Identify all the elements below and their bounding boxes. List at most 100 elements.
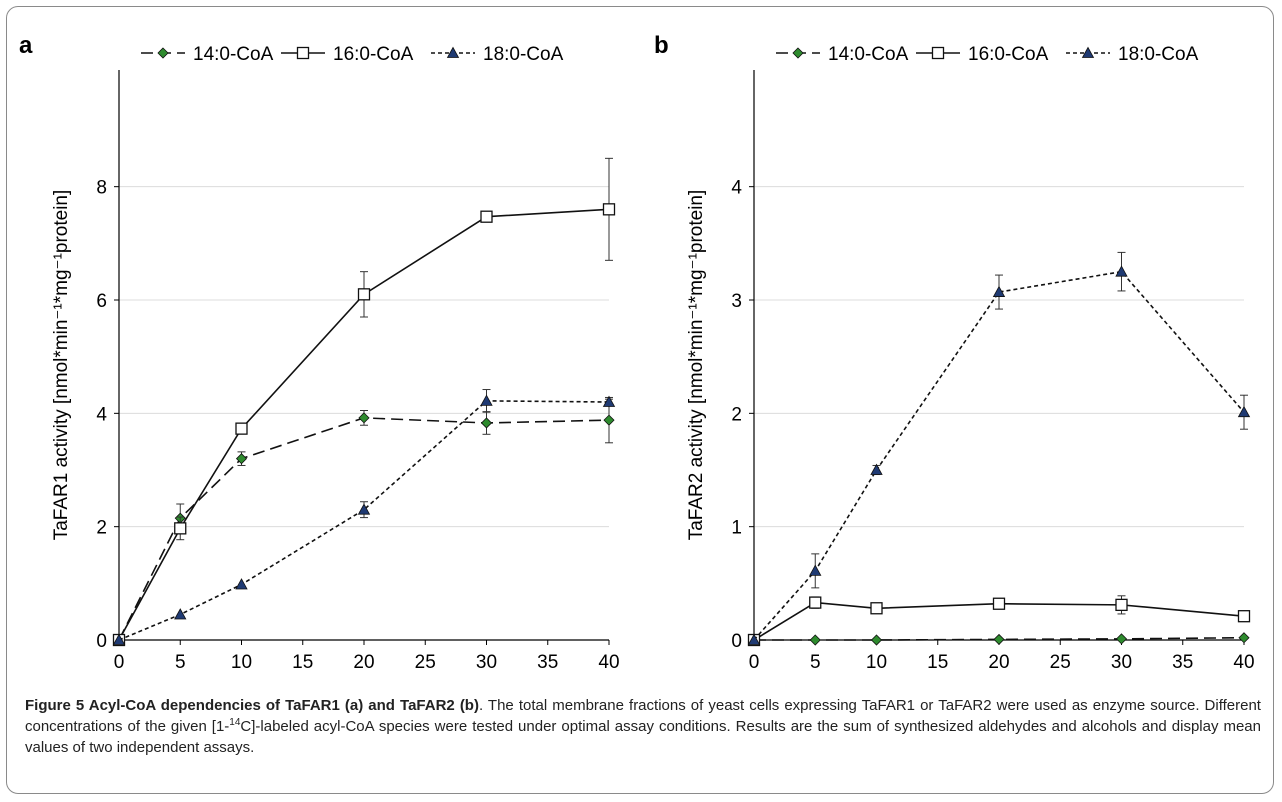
legend-entry: 14:0-CoA [141, 44, 274, 65]
data-point [235, 453, 248, 465]
series-line [753, 270, 1245, 641]
x-tick-label: 5 [175, 652, 186, 673]
data-point [174, 608, 187, 620]
x-tick-label: 25 [415, 652, 436, 673]
x-tick-label: 40 [598, 652, 619, 673]
legend-marker [296, 46, 310, 60]
legend-marker [1081, 46, 1095, 58]
y-tick-label: 0 [731, 631, 742, 652]
panel-label-b: b [654, 32, 669, 59]
data-point [174, 522, 187, 535]
legend-entry: 16:0-CoA [916, 44, 1049, 65]
legend-label: 14:0-CoA [193, 44, 274, 65]
y-tick-label: 4 [731, 178, 742, 199]
y-tick-label: 2 [96, 518, 107, 539]
data-point [112, 633, 126, 645]
y-tick-label: 0 [96, 631, 107, 652]
y-axis-label: TaFAR2 activity [nmol*min⁻¹*mg⁻¹protein] [686, 190, 707, 541]
series-18:0-CoA [747, 251, 1251, 645]
series-line [118, 417, 610, 641]
y-tick-label: 6 [96, 291, 107, 312]
data-point [870, 463, 883, 475]
data-point [358, 412, 370, 424]
x-tick-label: 25 [1050, 652, 1071, 673]
data-point [992, 285, 1006, 297]
y-tick-label: 4 [96, 404, 107, 425]
x-tick-label: 15 [292, 652, 313, 673]
series-18:0-CoA [112, 389, 616, 645]
data-point [1238, 632, 1250, 644]
series-line [754, 636, 1245, 641]
series-14:0-CoA [113, 396, 615, 646]
data-point [809, 634, 821, 646]
data-point [602, 395, 616, 407]
data-point [235, 578, 248, 590]
figure-caption: Figure 5 Acyl-CoA dependencies of TaFAR1… [25, 695, 1261, 758]
x-tick-label: 30 [476, 652, 497, 673]
data-point [1115, 265, 1128, 277]
panel-label-a: a [19, 32, 33, 59]
x-tick-label: 10 [231, 652, 252, 673]
legend-entry: 16:0-CoA [281, 44, 414, 65]
y-tick-label: 1 [731, 518, 742, 539]
x-tick-label: 0 [749, 652, 760, 673]
data-point [1237, 405, 1251, 418]
y-tick-label: 8 [96, 178, 107, 199]
data-point [993, 633, 1005, 645]
x-tick-label: 35 [1172, 652, 1193, 673]
legend-marker [792, 47, 804, 59]
chart-panel-a: a051015202530354002468acyl-CoA [μM]TaFAR… [19, 32, 620, 673]
series-14:0-CoA [748, 632, 1250, 646]
series-line [118, 400, 610, 641]
data-point [357, 288, 371, 301]
y-tick-label: 3 [731, 291, 742, 312]
data-point [235, 422, 248, 435]
figure-frame: a051015202530354002468acyl-CoA [μM]TaFAR… [6, 6, 1274, 794]
legend-label: 16:0-CoA [968, 44, 1049, 65]
caption-text-2: C]-labeled acyl-CoA species were tested … [25, 718, 1261, 756]
legend-label: 16:0-CoA [333, 44, 414, 65]
x-tick-label: 20 [988, 652, 1009, 673]
y-axis-label: TaFAR1 activity [nmol*min⁻¹*mg⁻¹protein] [51, 190, 72, 541]
caption-superscript: 14 [229, 717, 241, 728]
series-line [118, 208, 610, 641]
legend-marker [446, 46, 460, 58]
data-point [603, 414, 615, 426]
x-tick-label: 5 [810, 652, 821, 673]
x-tick-label: 40 [1233, 652, 1254, 673]
legend-entry: 18:0-CoA [1066, 44, 1199, 65]
x-tick-label: 15 [927, 652, 948, 673]
data-point [480, 394, 493, 406]
legend-marker [931, 46, 945, 60]
y-tick-label: 2 [731, 404, 742, 425]
data-point [602, 203, 616, 216]
legend-entry: 18:0-CoA [431, 44, 564, 65]
x-tick-label: 35 [537, 652, 558, 673]
data-point [809, 564, 822, 576]
data-point [870, 634, 883, 646]
data-point [357, 503, 371, 515]
data-point [1115, 633, 1128, 645]
data-point [870, 602, 883, 615]
data-point [1115, 598, 1128, 612]
legend-label: 14:0-CoA [828, 44, 909, 65]
series-line [753, 601, 1245, 641]
data-point [809, 596, 822, 609]
chart-panel-b: b051015202530354001234acyl-CoA [μM]TaFAR… [654, 32, 1255, 673]
legend-entry: 14:0-CoA [776, 44, 909, 65]
x-tick-label: 30 [1111, 652, 1132, 673]
data-point [480, 417, 493, 429]
x-tick-label: 0 [114, 652, 125, 673]
x-tick-label: 20 [353, 652, 374, 673]
legend-label: 18:0-CoA [483, 44, 564, 65]
caption-text-1: . The total membrane fractions of yeast … [25, 697, 1261, 735]
data-point [747, 633, 761, 645]
data-point [992, 597, 1006, 610]
data-point [1237, 610, 1251, 623]
data-point [480, 210, 493, 223]
series-16:0-CoA [112, 157, 616, 647]
legend-marker [157, 47, 169, 59]
legend-label: 18:0-CoA [1118, 44, 1199, 65]
x-tick-label: 10 [866, 652, 887, 673]
caption-title: Figure 5 Acyl-CoA dependencies of TaFAR1… [25, 697, 479, 714]
